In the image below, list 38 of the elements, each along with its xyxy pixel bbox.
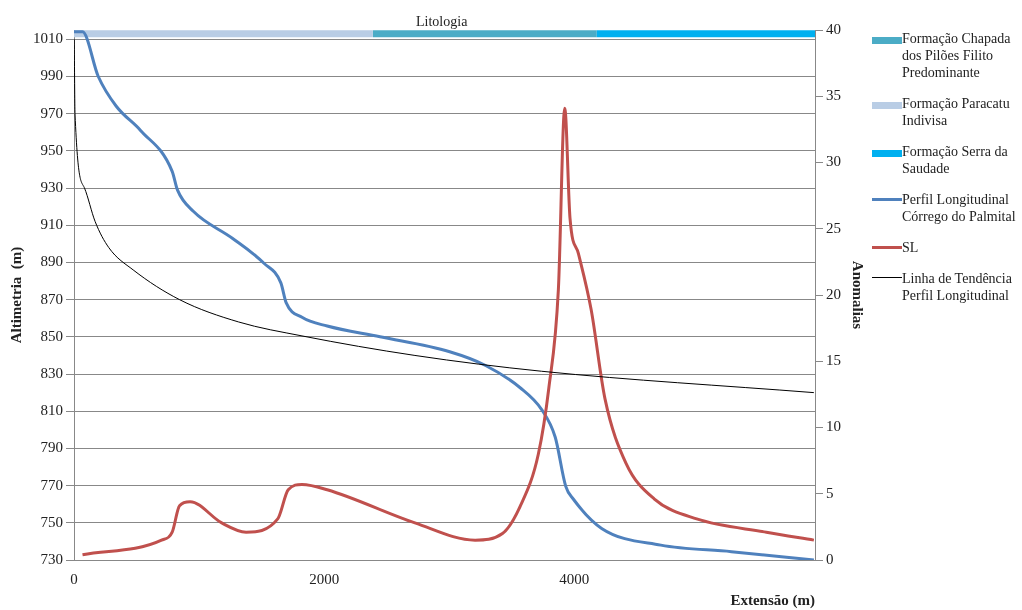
y2-tick-label: 20 — [826, 285, 841, 302]
y-axis-title: Altimetria (m) — [7, 246, 25, 344]
y-tick-label: 970 — [40, 104, 63, 121]
y-tick-label: 790 — [40, 439, 63, 456]
x-tick-label: 2000 — [309, 570, 340, 587]
y2-tick-label: 5 — [826, 484, 834, 501]
y-tick-label: 830 — [40, 364, 63, 381]
y-tick-label: 930 — [40, 179, 63, 196]
y-tick-label: 770 — [40, 476, 63, 493]
y-tick-label: 730 — [40, 550, 63, 567]
legend-label: Linha de Tendência Perfil Longitudinal — [902, 270, 1013, 304]
y-tick-label: 810 — [40, 402, 63, 419]
y-tick-label: 850 — [40, 327, 63, 344]
line-series — [81, 106, 815, 557]
y-tick-label: 750 — [40, 513, 63, 530]
y-tick-label: 950 — [40, 141, 63, 158]
y2-axis-title: Anomalias — [850, 260, 867, 330]
legend-label: Formação Serra da Saudade — [902, 143, 1009, 177]
x-axis-title: Extensão (m) — [730, 591, 815, 609]
x-tick-label: 4000 — [559, 570, 590, 587]
legend-label: SL — [902, 239, 919, 256]
x-tick-label: 0 — [70, 570, 78, 587]
y2-tick-label: 35 — [826, 87, 841, 104]
y2-tick-label: 0 — [826, 550, 834, 567]
y2-tick-label: 30 — [826, 153, 841, 170]
y2-tick-label: 15 — [826, 352, 841, 369]
y2-tick-label: 40 — [826, 20, 841, 37]
y-tick-label: 910 — [40, 216, 63, 233]
annotation: Litologia — [416, 13, 469, 29]
y-tick-label: 890 — [40, 253, 63, 270]
legend-label: Formação Chapada dos Pilões Filito Predominante — [902, 30, 1012, 81]
legend-label: Perfil Longitudinal Córrego do Palmital — [902, 191, 1017, 225]
y2-tick-label: 25 — [826, 219, 841, 236]
y-tick-label: 1010 — [33, 30, 63, 47]
y-tick-label: 870 — [40, 290, 63, 307]
legend-label: Formação Paracatu Indivisa — [902, 95, 1011, 129]
y2-tick-label: 10 — [826, 418, 841, 435]
y-tick-label: 990 — [40, 67, 63, 84]
